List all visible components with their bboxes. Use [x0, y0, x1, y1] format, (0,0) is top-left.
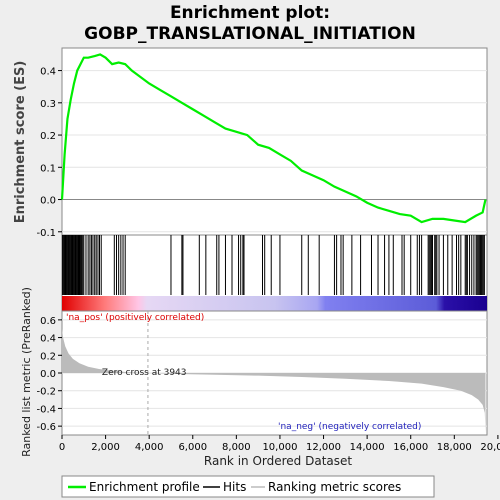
x-tick-label: 4,000	[135, 442, 164, 453]
es-tick-label: 0.1	[40, 163, 56, 174]
hits-markers	[61, 235, 485, 295]
negative-correlated-label: 'na_neg' (negatively correlated)	[278, 422, 421, 432]
x-tick-label: 8,000	[222, 442, 251, 453]
metric-tick-label: 0.2	[40, 351, 56, 362]
chart-title-line2: GOBP_TRANSLATIONAL_INITIATION	[84, 24, 416, 44]
ranking-metric-area	[62, 328, 486, 434]
metric-tick-label: 0.6	[40, 316, 56, 327]
rank-color-bar	[62, 296, 487, 311]
es-tick-label: 0.0	[40, 196, 56, 207]
legend-enrichment-label: Enrichment profile	[89, 480, 200, 494]
es-tick-label: 0.4	[40, 67, 56, 78]
metric-tick-label: -0.2	[36, 387, 56, 398]
x-tick-label: 12,000	[306, 442, 341, 453]
metric-tick-label: 0.4	[40, 334, 56, 345]
legend-box	[61, 475, 435, 498]
x-tick-label: 10,000	[262, 442, 297, 453]
es-y-axis-label: Enrichment score (ES)	[13, 61, 28, 224]
enrichment-profile-line	[60, 53, 487, 224]
x-axis-ticks: 0 2,000 4,000 6,000 8,000 10,000 12,000 14,000 1…	[59, 435, 500, 453]
positive-correlated-label: 'na_pos' (positively correlated)	[66, 313, 204, 323]
es-y-ticks: -0.1 0.0 0.1 0.2 0.3 0.4	[36, 67, 62, 239]
legend-metric-label: Ranking metric scores	[268, 480, 401, 494]
x-tick-label: 18,000	[437, 442, 472, 453]
es-tick-label: 0.2	[40, 131, 56, 142]
x-tick-label: 20,000	[480, 442, 500, 453]
chart-title-line1: Enrichment plot:	[170, 3, 330, 23]
x-tick-label: 16,000	[393, 442, 428, 453]
x-tick-label: 6,000	[178, 442, 207, 453]
x-tick-label: 2,000	[91, 442, 120, 453]
zero-cross-label: Zero cross at 3943	[102, 368, 187, 378]
metric-tick-label: -0.4	[36, 404, 56, 415]
es-tick-label: 0.3	[40, 99, 56, 110]
metric-y-ticks: 0.6 0.4 0.2 0.0 -0.2 -0.4 -0.6	[36, 316, 62, 433]
metric-tick-label: 0.0	[40, 369, 56, 380]
es-plot-area	[61, 47, 488, 236]
es-tick-label: -0.1	[36, 228, 56, 239]
x-tick-label: 0	[59, 442, 65, 453]
metric-y-axis-label: Ranked list metric (PreRanked)	[20, 287, 33, 457]
metric-tick-label: -0.6	[36, 422, 56, 433]
x-axis-label: Rank in Ordered Dataset	[204, 454, 352, 468]
x-tick-label: 14,000	[350, 442, 385, 453]
legend-hits-label: Hits	[223, 480, 246, 494]
